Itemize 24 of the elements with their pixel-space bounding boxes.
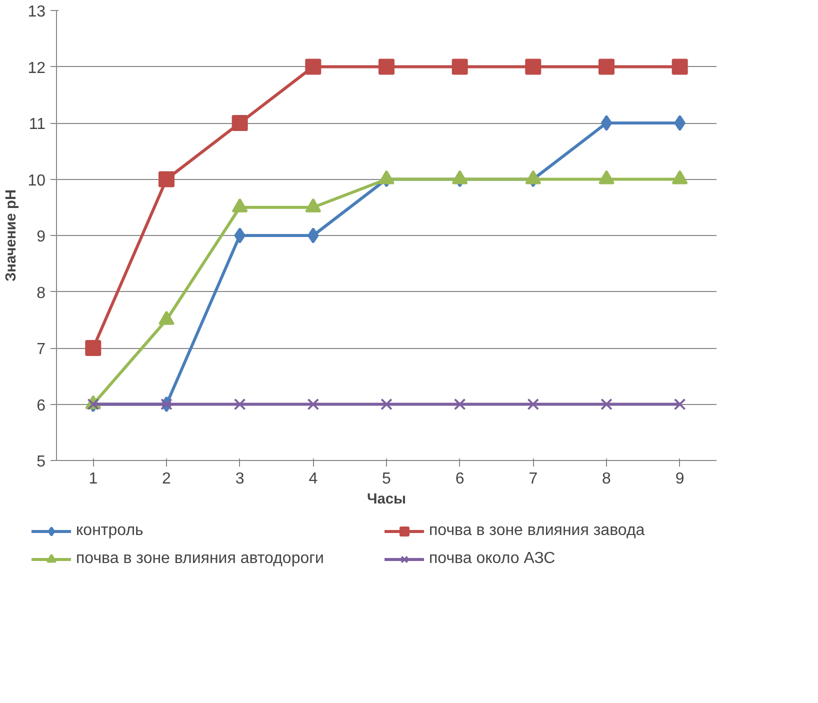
legend-label: контроль — [76, 522, 144, 540]
y-tick-label: 9 — [36, 228, 46, 246]
x-tick-label: 4 — [308, 470, 318, 488]
y-tick-label: 13 — [28, 4, 46, 20]
y-tick-label: 7 — [36, 341, 46, 358]
y-tick-label: 5 — [36, 454, 46, 470]
x-tick-label: 1 — [88, 470, 98, 488]
y-tick-label: 6 — [36, 397, 46, 414]
x-tick-label: 8 — [602, 470, 612, 488]
x-axis-title: Часы — [366, 492, 406, 508]
y-tick-label: 8 — [36, 284, 46, 302]
legend-label: почва в зоне влияния завода — [429, 522, 646, 540]
legend-label: почва около АЗС — [429, 550, 556, 568]
y-tick-label: 11 — [28, 116, 46, 133]
x-tick-label: 7 — [528, 470, 538, 488]
x-tick-label: 5 — [382, 470, 392, 488]
y-axis-title: Значение pH — [4, 189, 20, 282]
x-tick-label: 2 — [162, 470, 172, 488]
y-tick-label: 10 — [28, 172, 46, 190]
x-tick-label: 9 — [675, 470, 684, 488]
x-tick-label: 6 — [455, 470, 464, 488]
x-tick-label: 3 — [235, 470, 244, 488]
y-tick-label: 12 — [28, 60, 46, 77]
legend-label: почва в зоне влияния автодороги — [76, 550, 325, 568]
